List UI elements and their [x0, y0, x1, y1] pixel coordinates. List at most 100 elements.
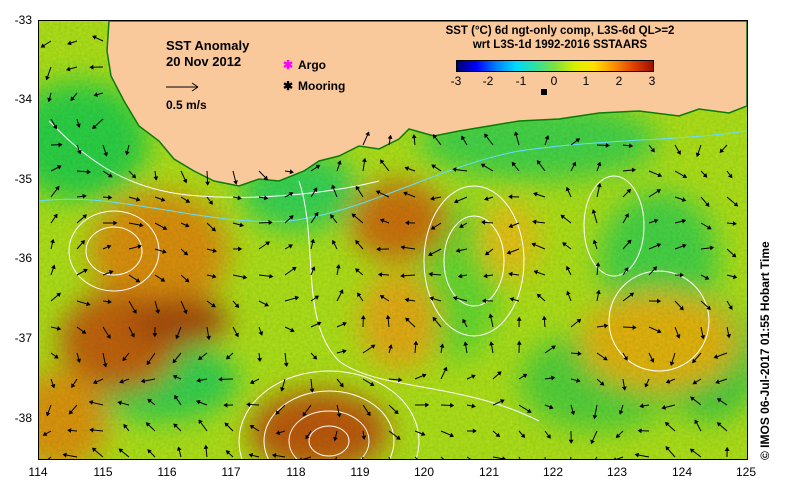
arrow-head: [715, 379, 720, 384]
arrow-head: [89, 427, 94, 433]
arrow-head: [489, 341, 494, 346]
arrow-head: [394, 409, 399, 415]
arrow-head: [457, 273, 463, 279]
arrow-head: [155, 309, 160, 314]
arrow-head: [405, 317, 410, 323]
arrow-head: [355, 185, 361, 191]
x-tick-label: 114: [28, 465, 48, 479]
arrow-head: [206, 335, 211, 341]
arrow-head: [702, 173, 708, 178]
arrow-head: [67, 428, 72, 433]
arrow-head: [366, 411, 371, 417]
arrow-head: [425, 402, 430, 408]
current-arrow: [570, 456, 572, 459]
velocity-scale: 0.5 m/s: [166, 82, 207, 112]
arrow-head: [271, 453, 277, 458]
arrow-head: [333, 436, 338, 442]
arrow-head: [596, 182, 602, 188]
arrow-head: [117, 400, 122, 406]
arrow-head: [269, 273, 274, 279]
arrow-head: [566, 290, 571, 296]
arrow-head: [461, 135, 466, 141]
arrow-head: [239, 222, 244, 228]
arrow-head: [70, 96, 75, 102]
arrow-head: [174, 394, 179, 400]
arrow-head: [650, 147, 655, 153]
arrow-head: [728, 305, 733, 310]
arrow-head: [330, 214, 335, 219]
arrow-head: [122, 356, 127, 362]
arrow-head: [160, 277, 166, 282]
arrow-head: [706, 305, 711, 310]
arrow-head: [488, 313, 494, 318]
arrow-head: [331, 184, 336, 190]
arrow-head: [571, 161, 577, 167]
map-title: SST Anomaly 20 Nov 2012: [166, 38, 249, 70]
arrow-head: [576, 318, 582, 324]
current-arrow: [388, 456, 391, 459]
arrow-head: [268, 220, 273, 225]
current-arrow: [615, 456, 624, 459]
arrow-head: [47, 97, 52, 103]
arrow-head: [709, 245, 715, 251]
arrow-head: [652, 266, 658, 271]
arrow-head: [499, 399, 505, 404]
arrow-head: [338, 289, 344, 294]
arrow-head: [212, 248, 217, 253]
arrow-head: [130, 332, 135, 338]
current-arrow: [302, 456, 312, 459]
x-tick-label: 125: [735, 465, 757, 479]
arrow-head: [280, 387, 285, 392]
arrow-head: [265, 241, 270, 246]
arrow-head: [661, 405, 666, 410]
arrow-head: [119, 378, 124, 384]
colorbar-line2: wrt L3S-1d 1992-2016 SSTAARS: [472, 39, 648, 51]
arrow-head: [705, 202, 710, 207]
arrow-head: [51, 264, 56, 270]
arrow-head: [549, 404, 554, 410]
arrow-head: [532, 219, 537, 225]
arrow-head: [591, 209, 597, 214]
arrow-head: [50, 238, 55, 244]
arrow-head: [198, 419, 203, 425]
arrow-head: [288, 192, 294, 197]
colorbar-tick: 1: [582, 74, 590, 88]
arrow-head: [679, 272, 684, 278]
arrow-head: [135, 196, 141, 202]
arrow-head: [195, 399, 201, 405]
arrow-head: [692, 358, 697, 364]
y-tick-label: -33: [14, 13, 32, 27]
arrow-head: [665, 446, 670, 451]
x-tick-label: 118: [286, 465, 306, 479]
x-tick-label: 122: [542, 465, 564, 479]
colorbar: [456, 60, 654, 72]
arrow-head: [509, 297, 515, 302]
arrow-head: [676, 150, 681, 155]
arrow-head: [621, 386, 627, 391]
arrow-head: [147, 398, 153, 404]
arrow-head: [481, 219, 486, 225]
arrow-head: [76, 123, 81, 128]
arrow-head: [602, 356, 608, 361]
arrow-head: [623, 356, 628, 361]
arrow-head: [81, 329, 87, 334]
arrow-head: [404, 166, 410, 171]
arrow-head: [147, 449, 152, 454]
arrow-head: [67, 40, 72, 46]
arrow-head: [400, 245, 405, 250]
colorbar-tick: 3: [648, 74, 656, 88]
arrow-head: [118, 448, 124, 453]
arrow-head: [107, 299, 112, 304]
arrow-head: [302, 411, 307, 417]
arrow-head: [502, 456, 506, 459]
arrow-head: [312, 187, 318, 193]
arrow-head: [54, 185, 60, 191]
arrow-head: [562, 242, 567, 247]
arrow-head: [536, 160, 542, 165]
arrow-head: [526, 408, 532, 413]
arrow-head: [595, 289, 601, 295]
arrow-head: [106, 334, 111, 339]
arrow-head: [631, 167, 637, 173]
arrow-head: [398, 377, 403, 383]
arrow-head: [520, 433, 526, 439]
